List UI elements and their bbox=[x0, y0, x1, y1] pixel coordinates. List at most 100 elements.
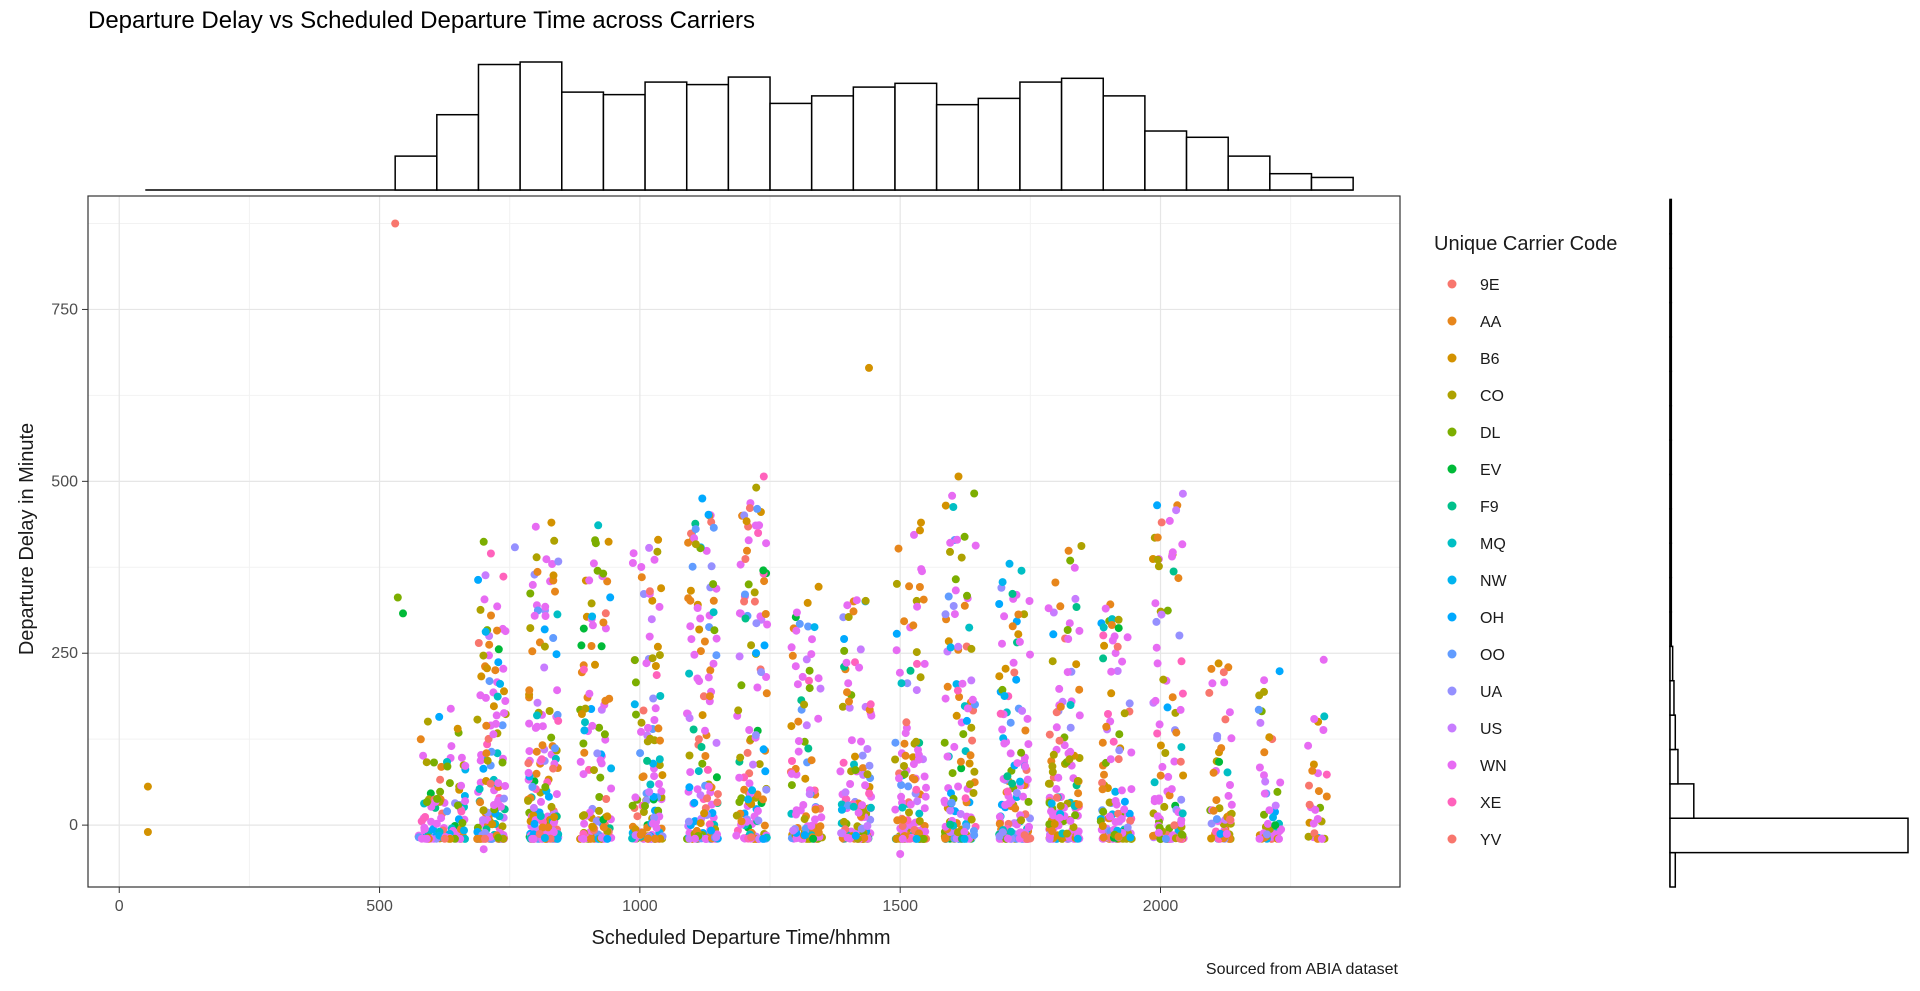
data-point bbox=[476, 798, 485, 807]
data-point bbox=[906, 800, 915, 809]
data-point bbox=[737, 681, 746, 690]
data-point bbox=[1052, 793, 1061, 802]
data-point bbox=[1056, 802, 1065, 810]
data-point bbox=[489, 730, 498, 739]
legend-label: NW bbox=[1480, 573, 1508, 590]
data-point bbox=[603, 577, 612, 586]
data-point bbox=[1215, 757, 1224, 766]
data-point bbox=[1021, 726, 1030, 735]
data-point bbox=[641, 802, 649, 810]
panel-border bbox=[87, 195, 1401, 888]
data-point bbox=[1308, 766, 1317, 775]
data-point bbox=[1055, 684, 1064, 693]
data-point bbox=[915, 583, 924, 591]
data-point bbox=[547, 733, 556, 742]
data-point bbox=[965, 623, 974, 632]
data-point bbox=[656, 736, 664, 745]
data-point bbox=[499, 572, 508, 581]
data-point bbox=[1018, 706, 1027, 715]
legend-label: XE bbox=[1480, 795, 1501, 812]
data-point bbox=[1064, 546, 1073, 555]
data-point bbox=[1153, 501, 1162, 510]
data-point bbox=[1322, 770, 1331, 779]
data-point bbox=[461, 797, 470, 806]
data-point bbox=[684, 817, 693, 826]
legend-label: US bbox=[1480, 721, 1502, 738]
data-point bbox=[1114, 624, 1123, 633]
data-point bbox=[914, 755, 923, 764]
data-point bbox=[712, 651, 721, 660]
data-point bbox=[967, 723, 976, 732]
data-point bbox=[913, 659, 921, 668]
data-point bbox=[581, 718, 589, 727]
data-point bbox=[1098, 785, 1107, 794]
legend-label: OO bbox=[1480, 647, 1505, 664]
data-point bbox=[1126, 833, 1135, 842]
data-point bbox=[995, 819, 1004, 828]
y-tick-label: 250 bbox=[51, 645, 78, 662]
data-point bbox=[1003, 834, 1012, 843]
gridlines bbox=[88, 196, 1400, 887]
data-point bbox=[1153, 659, 1162, 668]
data-point bbox=[1271, 801, 1280, 810]
data-point bbox=[1254, 705, 1263, 714]
data-point bbox=[966, 780, 974, 789]
data-point bbox=[645, 587, 654, 596]
data-point bbox=[594, 521, 603, 530]
data-point bbox=[904, 782, 913, 791]
data-point bbox=[645, 788, 654, 796]
data-point bbox=[1227, 734, 1236, 743]
data-point bbox=[747, 641, 756, 650]
data-point bbox=[538, 722, 547, 731]
data-point bbox=[1155, 720, 1164, 729]
data-point bbox=[1150, 778, 1159, 787]
top-histogram-bar bbox=[1227, 155, 1271, 191]
data-point bbox=[436, 775, 445, 784]
right-histogram-bar bbox=[1669, 233, 1673, 269]
data-point bbox=[588, 721, 597, 730]
data-point bbox=[656, 692, 665, 700]
data-point bbox=[915, 817, 924, 826]
data-point bbox=[1260, 771, 1268, 780]
data-point bbox=[998, 685, 1007, 694]
data-point bbox=[742, 517, 751, 526]
data-point bbox=[654, 535, 663, 544]
data-point bbox=[968, 695, 977, 704]
data-point bbox=[533, 698, 542, 707]
right-histogram-bar bbox=[1669, 508, 1673, 544]
data-point bbox=[457, 753, 466, 762]
data-point bbox=[1277, 825, 1286, 834]
top-histogram-bar bbox=[519, 61, 563, 191]
data-point bbox=[1070, 563, 1079, 572]
data-point bbox=[1069, 823, 1078, 832]
data-point bbox=[760, 821, 769, 830]
data-point bbox=[526, 589, 535, 598]
data-point bbox=[485, 651, 493, 660]
data-point bbox=[447, 742, 456, 751]
data-point bbox=[579, 624, 588, 633]
top-histogram-bar bbox=[477, 63, 521, 191]
data-point bbox=[1051, 578, 1060, 587]
data-point bbox=[474, 575, 483, 584]
x-tick-label: 0 bbox=[115, 898, 124, 915]
data-point bbox=[479, 537, 488, 546]
data-point bbox=[814, 582, 823, 591]
data-point bbox=[700, 809, 709, 818]
data-point bbox=[1314, 787, 1323, 796]
data-point bbox=[788, 651, 797, 660]
top-histogram-bar bbox=[1310, 176, 1354, 191]
y-tick-label: 0 bbox=[69, 817, 78, 834]
data-point bbox=[1225, 708, 1234, 717]
data-point bbox=[588, 621, 597, 630]
right-histogram-bar bbox=[1669, 679, 1675, 716]
data-point bbox=[685, 751, 694, 760]
data-point bbox=[1102, 722, 1111, 731]
data-point bbox=[1003, 772, 1012, 781]
data-point bbox=[941, 501, 950, 510]
data-point bbox=[644, 723, 652, 732]
data-point bbox=[580, 819, 589, 828]
data-point bbox=[532, 747, 541, 756]
data-point bbox=[946, 538, 955, 547]
data-point bbox=[998, 828, 1007, 837]
data-point bbox=[1151, 599, 1160, 608]
